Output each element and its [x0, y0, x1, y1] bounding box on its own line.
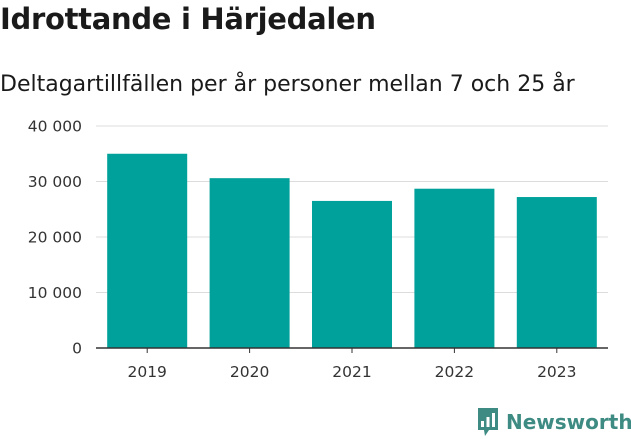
brand: Newsworthy: [476, 407, 631, 437]
x-tick-label: 2023: [537, 363, 576, 381]
bar-2020: [209, 178, 290, 348]
brand-name: Newsworthy: [506, 410, 631, 434]
chart-subtitle: Deltagartillfällen per år personer mella…: [0, 72, 575, 97]
y-tick-label: 0: [72, 340, 82, 358]
y-tick-label: 20 000: [28, 229, 82, 247]
bar-2023: [516, 197, 597, 348]
x-tick-label: 2020: [230, 363, 269, 381]
y-tick-label: 10 000: [28, 284, 82, 302]
bar-2022: [414, 188, 495, 348]
bar-2019: [107, 153, 188, 348]
y-tick-label: 30 000: [28, 173, 82, 191]
chart-title: Idrottande i Härjedalen: [0, 2, 376, 36]
y-tick-label: 40 000: [28, 118, 82, 136]
bar-2021: [312, 200, 392, 348]
x-tick-label: 2022: [435, 363, 474, 381]
x-tick-label: 2019: [127, 363, 166, 381]
x-tick-label: 2021: [332, 363, 371, 381]
newsworthy-logo-icon: [478, 408, 498, 436]
